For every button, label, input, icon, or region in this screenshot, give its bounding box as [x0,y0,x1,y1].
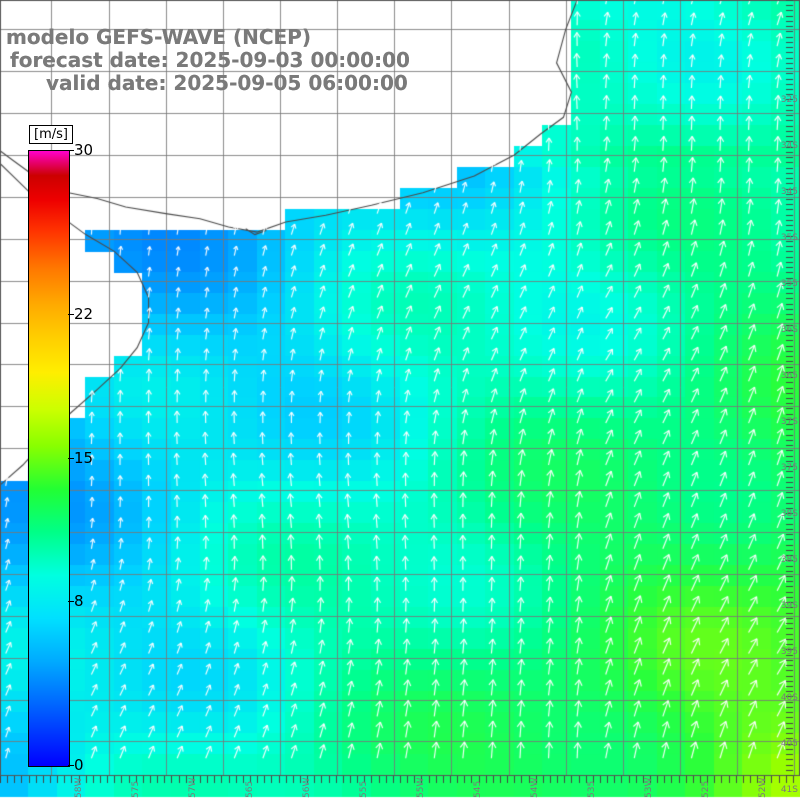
latitude-tick-label: 325 [780,95,798,105]
latitude-tick-label: 355 [780,279,798,289]
latitude-tick-label: 36S [780,325,798,335]
longitude-tick-label: 55W [416,777,426,798]
colorbar-tick-label: 0 [74,756,84,774]
latitude-tick-label: 385 [780,555,798,565]
longitude-tick-label: 57W [188,777,198,798]
longitude-tick-label: 575 [131,780,141,798]
colorbar-tick-label: 30 [74,141,94,159]
latitude-tick-label: 38S [780,509,798,519]
latitude-tick-label: 35S [780,233,798,243]
colorbar-tickmark [68,314,74,315]
colorbar-tickmark [68,457,74,459]
latitude-tick-label: 40S [780,693,798,703]
colorbar-tick-label: 15 [74,448,94,467]
longitude-tick-label: 58W [74,777,84,798]
latitude-tick-label: 39S [780,601,798,611]
longitude-tick-label: 54W [530,777,540,798]
latitude-tick-label: 365 [780,371,798,381]
latitude-tick-label: 375 [780,463,798,473]
colorbar-tickmark [68,765,74,766]
longitude-tick-label: 545 [473,780,483,798]
colorbar-gradient [28,150,70,767]
longitude-tick-label: 555 [359,780,369,798]
colorbar-tickmark [68,150,74,151]
latitude-tick-label: 345 [780,187,798,197]
latitude-tick-label: 37S [780,417,798,427]
latitude-tick-label: 41S [780,785,798,795]
longitude-tick-label: 525 [701,780,711,798]
colorbar-tick-label: 22 [74,305,94,323]
latitude-tick-label: 34S [780,141,798,151]
longitude-tick-label: 565 [245,780,255,798]
longitude-tick-label: 56W [302,777,312,798]
longitude-tick-label: 535 [587,780,597,798]
colorbar-tick-label: 8 [74,592,84,610]
colorbar-tickmark [68,601,74,602]
colorbar-unit-label: [m/s] [29,125,73,144]
longitude-tick-label: 53W [644,777,654,798]
longitude-tick-label: 52W [758,777,768,798]
latitude-tick-label: 395 [780,647,798,657]
latitude-tick-label: 405 [780,739,798,749]
